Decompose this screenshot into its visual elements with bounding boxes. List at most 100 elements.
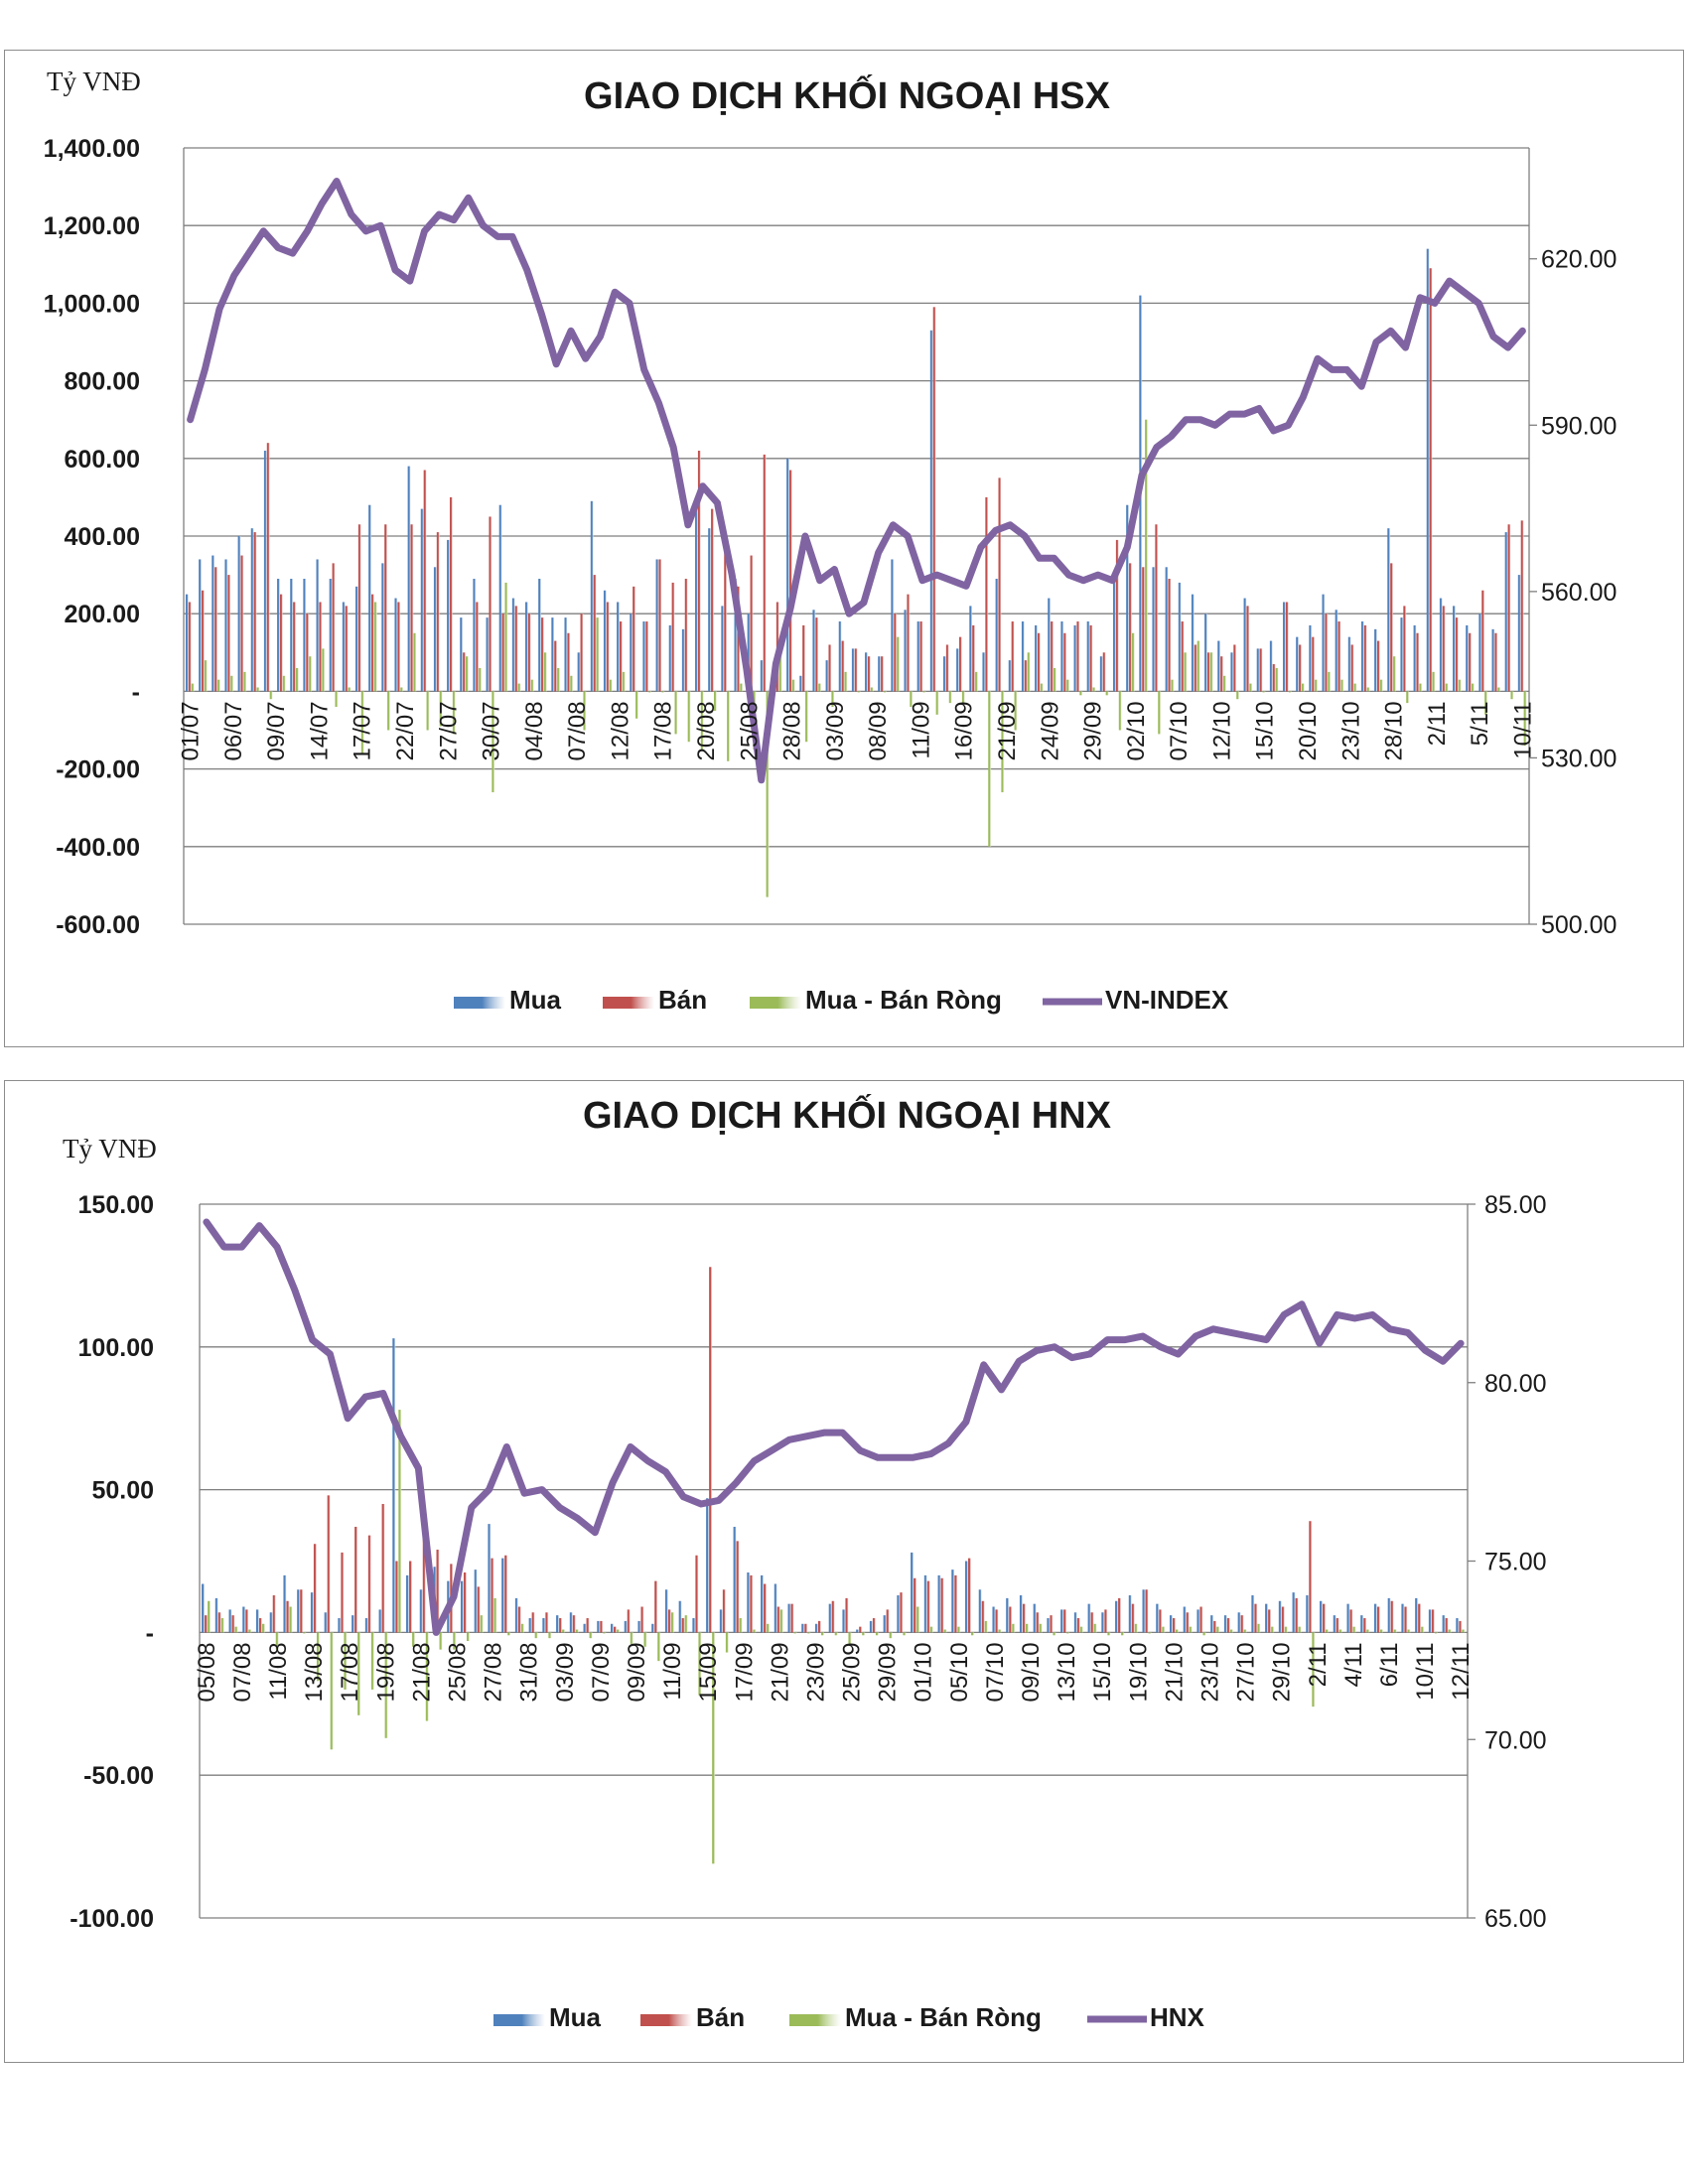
bar-mua [199,559,203,692]
bar-mua [851,648,855,692]
bar-ban [998,478,1002,692]
bar-ban [1220,656,1224,692]
bar-ban [959,636,962,692]
x-tick-label: 28/08 [779,701,806,760]
bar-rong [975,671,978,692]
bar-rong [657,1632,661,1662]
bar-ban [423,470,427,692]
bar-ban [554,640,558,692]
bar-ban [217,1612,221,1633]
bar-ban [1363,1618,1367,1633]
bar-mua [1087,1603,1091,1633]
bar-mua [1191,594,1195,692]
bar-mua [1400,617,1404,692]
bar-rong [818,683,822,692]
bar-ban [1129,563,1132,692]
bar-rong [191,683,195,692]
bar-ban [286,1600,290,1633]
bar-rong [1053,1632,1056,1636]
bar-ban [345,606,349,692]
bar-mua [1033,1603,1037,1633]
y-tick-label: -400.00 [56,834,140,862]
bar-mua [1165,567,1169,692]
bar-mua [1320,1600,1324,1633]
bar-rong [1315,679,1319,692]
bar-rong [303,1632,307,1634]
bar-rong [453,1632,457,1650]
bar-mua [528,1618,532,1633]
bar-ban [1199,1606,1203,1633]
bar-rong [1171,679,1175,692]
bar-ban [711,508,714,692]
bar-mua [1306,1595,1310,1633]
bar-mua [486,617,490,692]
bar-rong [1510,691,1514,700]
y-tick-label: 200.00 [65,601,140,628]
bar-mua [978,1589,982,1633]
bar-mua [1373,1603,1377,1633]
hsx-chart: GIAO DỊCH KHỐI NGOẠI HSX Tỷ VNĐ 1,400.00… [44,67,1618,1015]
bar-rong [507,1632,511,1636]
bar-ban [1325,614,1329,692]
bar-mua [787,1603,791,1633]
bar-ban [514,606,518,692]
hsx-unit-label: Tỷ VNĐ [47,67,141,96]
bar-rong [1025,1623,1029,1633]
bar-rong [256,687,260,692]
bar-rong [1406,691,1410,704]
bar-mua [460,617,464,692]
bar-rong [426,691,430,731]
bar-ban [764,1583,768,1633]
legend-label: VN-INDEX [1105,985,1229,1015]
bar-mua [1035,624,1038,692]
bar-ban [900,1592,904,1633]
hsx-chart-title: GIAO DỊCH KHỐI NGOẠI HSX [584,72,1111,117]
x-tick-label: 15/10 [1252,701,1279,760]
bar-mua [642,621,646,692]
legend-swatch [640,2014,692,2026]
bar-rong [1105,691,1109,696]
bar-mua [942,656,946,692]
bar-mua [1517,575,1521,692]
bar-mua [610,1623,615,1633]
bar-mua [1113,579,1116,692]
bar-ban [1142,567,1146,692]
bar-ban [1350,644,1354,692]
bar-rong [687,691,691,743]
bar-ban [1403,606,1407,692]
bar-mua [992,1606,996,1633]
x-tick-label: 05/10 [946,1642,973,1702]
bar-mua [1256,648,1260,692]
x-tick-label: 03/09 [552,1642,579,1702]
bar-mua [263,450,267,692]
y-tick-label: - [132,678,140,706]
y2-tick-label: 560.00 [1541,579,1617,607]
bar-mua [786,458,790,692]
bar-rong [1484,691,1488,715]
bar-ban [750,555,754,692]
x-tick-label: 27/08 [481,1642,507,1702]
bar-rong [1497,687,1501,692]
x-tick-label: 2/11 [1305,1642,1332,1687]
bar-ban [1194,644,1197,692]
bar-ban [932,307,936,692]
bar-mua [1156,1603,1160,1633]
bar-mua [1426,248,1430,692]
bar-ban [1226,1618,1230,1633]
x-tick-label: 6/11 [1376,1642,1403,1687]
x-tick-label: 17/07 [350,701,376,760]
bar-ban [580,614,584,692]
bar-ban [293,602,297,692]
bar-rong [504,582,508,692]
bar-ban [667,1609,671,1633]
bar-rong [1040,683,1044,692]
bar-ban [1272,664,1276,692]
bar-rong [296,667,299,692]
bar-ban [945,644,949,692]
bar-rong [360,691,364,753]
x-tick-label: 31/08 [516,1642,543,1702]
bar-mua [538,579,542,692]
bar-mua [551,617,555,692]
y-tick-label: - [146,1619,154,1647]
bar-rong [1301,683,1305,692]
